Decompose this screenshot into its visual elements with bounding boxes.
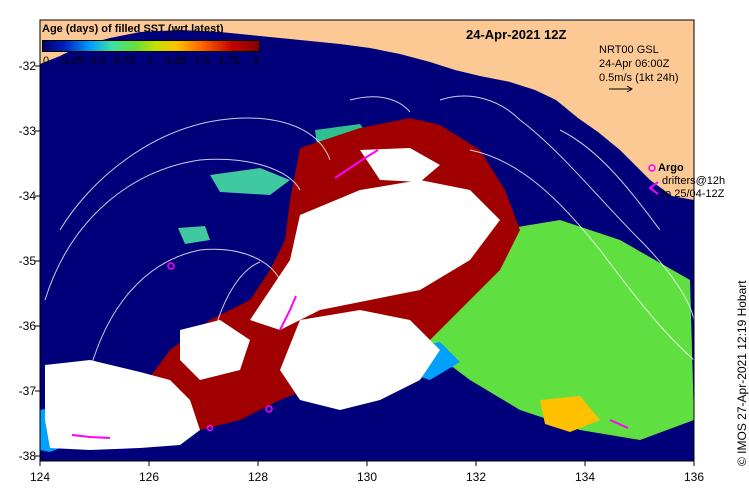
- colorbar-tick: 1: [146, 55, 154, 67]
- axis-ticks: [35, 65, 695, 466]
- x-tick-label: 126: [138, 470, 160, 484]
- colorbar-tick: 1.25: [165, 55, 187, 67]
- argo-tracks: [71, 149, 629, 439]
- colorbar: [42, 40, 260, 52]
- x-tick-label: 128: [247, 470, 269, 484]
- colorbar-tick: 1.5: [194, 55, 210, 67]
- y-tick-label: -38: [18, 449, 36, 463]
- current-key: NRT00 GSL 24-Apr 06:00Z 0.5m/s (1kt 24h): [599, 43, 678, 85]
- x-tick-label: 134: [574, 470, 596, 484]
- y-tick-label: -32: [18, 59, 36, 73]
- y-tick-label: -37: [18, 384, 36, 398]
- argo-key: Argo drifters@12h to 25/04-12Z: [650, 162, 725, 201]
- drifter-key-icon: [648, 181, 659, 195]
- x-tick-label: 130: [356, 470, 378, 484]
- current-key-scale: 0.5m/s (1kt 24h): [599, 72, 679, 84]
- y-tick-label: -33: [18, 124, 36, 138]
- argo-key-label: Argo: [658, 162, 684, 174]
- contour-lines: [44, 95, 694, 371]
- x-tick-label: 124: [29, 470, 51, 484]
- argo-key-icon: [648, 164, 656, 172]
- colorbar-tick: 2: [252, 55, 260, 67]
- legend-title: Age (days) of filled SST (wrt latest): [42, 23, 224, 35]
- y-tick-label: -36: [18, 319, 36, 333]
- imos-credit: © IMOS 27-Apr-2021 12:19 Hobart: [735, 280, 749, 466]
- drifter-key-line1: drifters@12h: [662, 175, 726, 187]
- land-australia: [40, 20, 694, 200]
- y-tick-label: -34: [18, 189, 36, 203]
- colorbar-tick: 0: [42, 55, 50, 67]
- colorbar-tick: 0.75: [113, 55, 135, 67]
- x-tick-label: 132: [465, 470, 487, 484]
- current-key-product: NRT00 GSL: [599, 44, 659, 56]
- unfilled-areas: [45, 148, 500, 450]
- colorbar-tick: 1.75: [218, 55, 240, 67]
- colorbar-tick: 0.5: [90, 55, 106, 67]
- drifter-key-line2: to 25/04-12Z: [662, 188, 725, 200]
- x-tick-label: 136: [683, 470, 705, 484]
- current-key-time: 24-Apr 06:00Z: [599, 58, 670, 70]
- date-title: 24-Apr-2021 12Z: [466, 27, 567, 42]
- argo-floats: [167, 262, 273, 432]
- colorbar-tick: 0.25: [62, 55, 84, 67]
- y-tick-label: -35: [18, 254, 36, 268]
- current-scale-arrow: [609, 85, 633, 93]
- colorbar-ticks: 0 0.25 0.5 0.75 1 1.25 1.5 1.75 2: [42, 55, 262, 69]
